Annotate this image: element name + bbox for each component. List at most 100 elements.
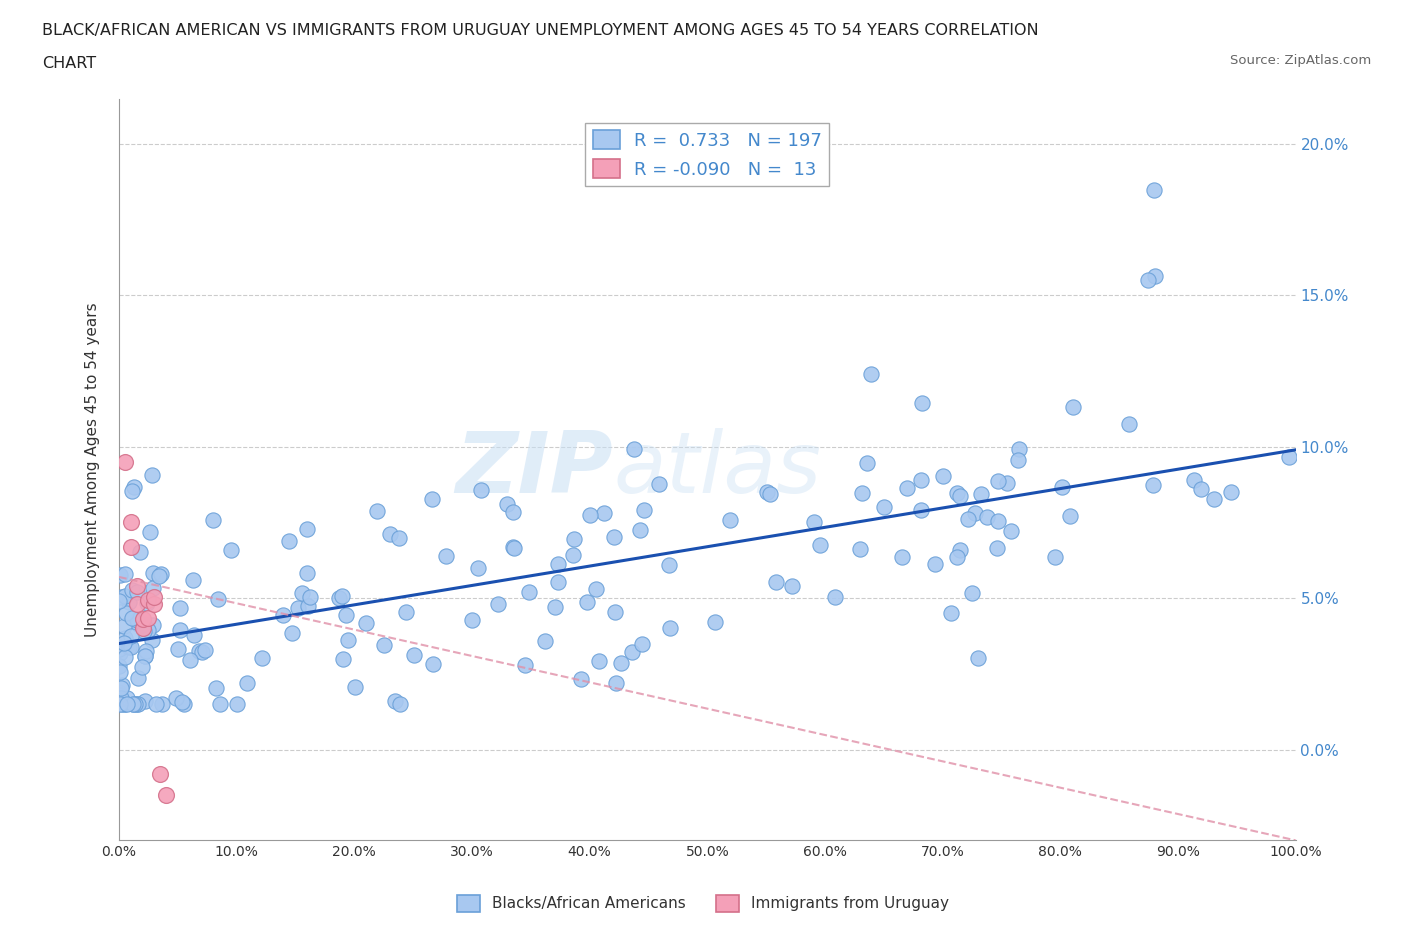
Point <box>114 618 136 633</box>
Point <box>995 475 1018 490</box>
Point <box>188 643 211 658</box>
Point <box>183 628 205 643</box>
Point <box>765 575 787 590</box>
Point <box>236 676 259 691</box>
Point <box>332 652 354 667</box>
Point <box>605 676 627 691</box>
Point <box>165 691 187 706</box>
Point <box>277 533 299 548</box>
Point <box>851 485 873 500</box>
Point <box>1143 182 1166 197</box>
Point <box>910 472 932 487</box>
Point <box>250 650 273 665</box>
Point <box>1062 399 1084 414</box>
Point <box>138 611 160 626</box>
Point <box>297 598 319 613</box>
Point <box>946 550 969 565</box>
Point <box>108 642 131 657</box>
Point <box>620 644 643 659</box>
Point <box>108 593 131 608</box>
Point <box>120 539 142 554</box>
Point <box>120 515 142 530</box>
Point <box>291 586 314 601</box>
Point <box>420 492 443 507</box>
Point <box>132 617 155 631</box>
Point <box>145 697 167 711</box>
Point <box>142 580 165 595</box>
Point <box>114 631 136 645</box>
Point <box>1008 442 1031 457</box>
Point <box>125 697 148 711</box>
Point <box>461 613 484 628</box>
Point <box>108 665 131 680</box>
Point <box>592 505 614 520</box>
Point <box>803 514 825 529</box>
Point <box>703 615 725 630</box>
Point <box>718 512 741 527</box>
Point <box>143 590 166 604</box>
Point <box>986 541 1008 556</box>
Point <box>513 658 536 672</box>
Point <box>121 610 143 625</box>
Point <box>115 691 138 706</box>
Point <box>209 697 232 711</box>
Point <box>132 624 155 639</box>
Point <box>108 658 131 673</box>
Point <box>131 621 153 636</box>
Point <box>648 477 671 492</box>
Point <box>148 569 170 584</box>
Point <box>295 565 318 580</box>
Point <box>949 543 972 558</box>
Point <box>603 530 626 545</box>
Point <box>299 590 322 604</box>
Point <box>388 531 411 546</box>
Point <box>422 657 444 671</box>
Text: Source: ZipAtlas.com: Source: ZipAtlas.com <box>1230 54 1371 67</box>
Point <box>194 643 217 658</box>
Point <box>633 503 655 518</box>
Point <box>588 654 610 669</box>
Point <box>987 473 1010 488</box>
Point <box>965 506 987 521</box>
Point <box>960 585 983 600</box>
Point <box>384 693 406 708</box>
Point <box>142 618 165 632</box>
Point <box>575 595 598 610</box>
Point <box>141 632 163 647</box>
Point <box>956 512 979 526</box>
Point <box>547 557 569 572</box>
Point <box>169 622 191 637</box>
Point <box>467 561 489 576</box>
Point <box>108 645 131 660</box>
Point <box>120 640 142 655</box>
Point <box>1278 449 1301 464</box>
Point <box>434 549 457 564</box>
Point <box>202 512 225 527</box>
Point <box>782 578 804 593</box>
Point <box>121 484 143 498</box>
Point <box>114 697 136 711</box>
Point <box>856 456 879 471</box>
Point <box>628 523 651 538</box>
Point <box>108 697 131 711</box>
Point <box>610 656 633 671</box>
Point <box>173 697 195 711</box>
Point <box>824 590 846 604</box>
Point <box>579 508 602 523</box>
Point <box>111 677 134 692</box>
Point <box>924 557 946 572</box>
Point <box>1143 269 1166 284</box>
Point <box>585 581 607 596</box>
Point <box>280 625 302 640</box>
Point <box>121 697 143 711</box>
Point <box>388 697 411 711</box>
Point <box>945 486 967 501</box>
Point <box>949 488 972 503</box>
Point <box>976 510 998 525</box>
Point <box>849 541 872 556</box>
Point <box>1043 550 1066 565</box>
Point <box>623 441 645 456</box>
Point <box>1219 485 1241 499</box>
Point <box>125 585 148 600</box>
Point <box>378 526 401 541</box>
